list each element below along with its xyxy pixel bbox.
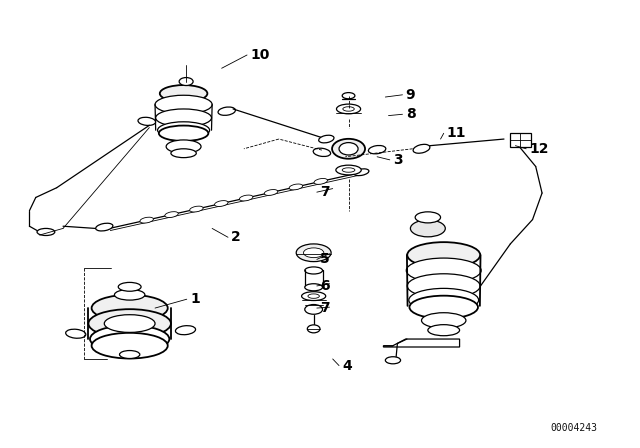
- Ellipse shape: [336, 165, 361, 175]
- Ellipse shape: [307, 325, 320, 333]
- Ellipse shape: [239, 195, 253, 201]
- Ellipse shape: [264, 190, 278, 195]
- Ellipse shape: [218, 107, 236, 115]
- Ellipse shape: [171, 149, 196, 158]
- Ellipse shape: [342, 93, 355, 99]
- Ellipse shape: [353, 169, 369, 176]
- Ellipse shape: [164, 211, 179, 218]
- Text: 9: 9: [406, 88, 415, 102]
- Ellipse shape: [214, 201, 228, 207]
- Ellipse shape: [313, 148, 331, 156]
- Ellipse shape: [115, 289, 145, 300]
- Text: 12: 12: [529, 142, 549, 156]
- Text: 7: 7: [320, 185, 330, 199]
- Ellipse shape: [415, 212, 440, 223]
- Ellipse shape: [343, 107, 355, 111]
- Ellipse shape: [296, 244, 331, 262]
- Ellipse shape: [407, 274, 480, 298]
- Ellipse shape: [166, 140, 201, 153]
- Ellipse shape: [179, 78, 193, 86]
- Ellipse shape: [66, 329, 86, 338]
- Ellipse shape: [90, 325, 170, 353]
- Ellipse shape: [138, 117, 156, 125]
- Text: 1: 1: [190, 292, 200, 306]
- Ellipse shape: [428, 325, 460, 336]
- Ellipse shape: [88, 309, 171, 338]
- Ellipse shape: [305, 305, 323, 314]
- Ellipse shape: [337, 104, 360, 114]
- Ellipse shape: [314, 178, 328, 184]
- Ellipse shape: [308, 294, 319, 298]
- Ellipse shape: [409, 289, 479, 312]
- Ellipse shape: [410, 220, 445, 237]
- Ellipse shape: [410, 296, 478, 319]
- Bar: [510, 134, 531, 147]
- Ellipse shape: [301, 292, 326, 301]
- Text: 2: 2: [231, 230, 241, 244]
- Ellipse shape: [305, 284, 323, 291]
- Ellipse shape: [140, 217, 154, 223]
- Text: 11: 11: [447, 126, 467, 140]
- Ellipse shape: [37, 228, 55, 236]
- Ellipse shape: [96, 223, 113, 231]
- Ellipse shape: [160, 85, 207, 102]
- Ellipse shape: [156, 109, 211, 127]
- Text: 5: 5: [320, 252, 330, 267]
- Ellipse shape: [369, 146, 386, 154]
- Ellipse shape: [413, 144, 430, 153]
- Ellipse shape: [155, 95, 212, 114]
- Ellipse shape: [303, 248, 324, 258]
- Ellipse shape: [406, 258, 481, 283]
- Ellipse shape: [305, 267, 323, 274]
- Ellipse shape: [407, 242, 480, 268]
- Ellipse shape: [159, 125, 209, 141]
- Text: 00004243: 00004243: [550, 422, 597, 432]
- Text: 7: 7: [320, 301, 330, 315]
- Text: 4: 4: [342, 358, 352, 373]
- Ellipse shape: [319, 135, 334, 143]
- Ellipse shape: [189, 206, 203, 212]
- Ellipse shape: [92, 333, 168, 358]
- Ellipse shape: [92, 295, 168, 321]
- Ellipse shape: [175, 326, 196, 335]
- Ellipse shape: [339, 142, 358, 155]
- Text: 6: 6: [320, 279, 330, 293]
- Ellipse shape: [157, 122, 210, 138]
- Ellipse shape: [120, 350, 140, 358]
- Ellipse shape: [332, 139, 365, 159]
- Ellipse shape: [289, 184, 303, 190]
- Text: 3: 3: [393, 153, 403, 167]
- Ellipse shape: [422, 313, 466, 328]
- Ellipse shape: [118, 282, 141, 291]
- Text: 8: 8: [406, 107, 415, 121]
- Polygon shape: [383, 339, 460, 347]
- Text: 10: 10: [250, 48, 269, 62]
- Ellipse shape: [104, 314, 155, 332]
- Ellipse shape: [342, 168, 355, 172]
- Ellipse shape: [385, 357, 401, 364]
